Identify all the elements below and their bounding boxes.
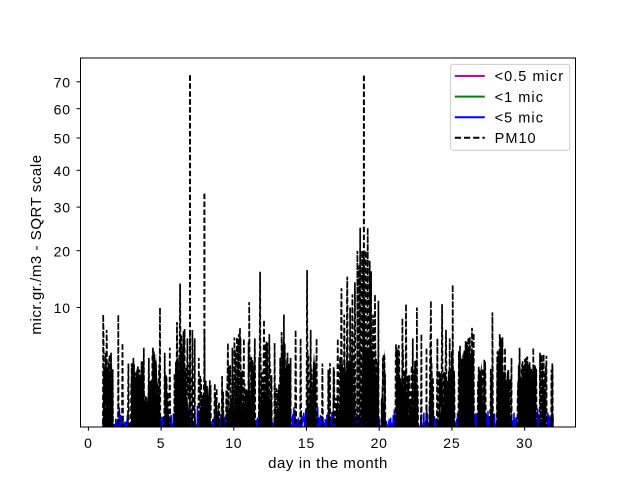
- svg-text:25: 25: [443, 435, 460, 451]
- svg-text:30: 30: [54, 200, 71, 216]
- svg-text:10: 10: [54, 300, 71, 316]
- svg-text:60: 60: [54, 101, 71, 117]
- svg-text:40: 40: [54, 163, 71, 179]
- svg-text:micr.gr./m3 - SQRT scale: micr.gr./m3 - SQRT scale: [28, 154, 45, 334]
- svg-text:20: 20: [371, 435, 388, 451]
- svg-text:30: 30: [516, 435, 533, 451]
- svg-text:<0.5 micr: <0.5 micr: [495, 69, 564, 85]
- svg-text:70: 70: [54, 74, 71, 90]
- svg-text:5: 5: [157, 435, 166, 451]
- svg-text:day in the month: day in the month: [268, 455, 388, 472]
- svg-text:10: 10: [225, 435, 242, 451]
- svg-text:<5 mic: <5 mic: [495, 110, 544, 126]
- svg-text:20: 20: [54, 243, 71, 259]
- svg-text:50: 50: [54, 131, 71, 147]
- svg-text:15: 15: [298, 435, 315, 451]
- svg-text:<1 mic: <1 mic: [495, 90, 544, 106]
- svg-text:PM10: PM10: [495, 131, 537, 147]
- svg-text:0: 0: [84, 435, 93, 451]
